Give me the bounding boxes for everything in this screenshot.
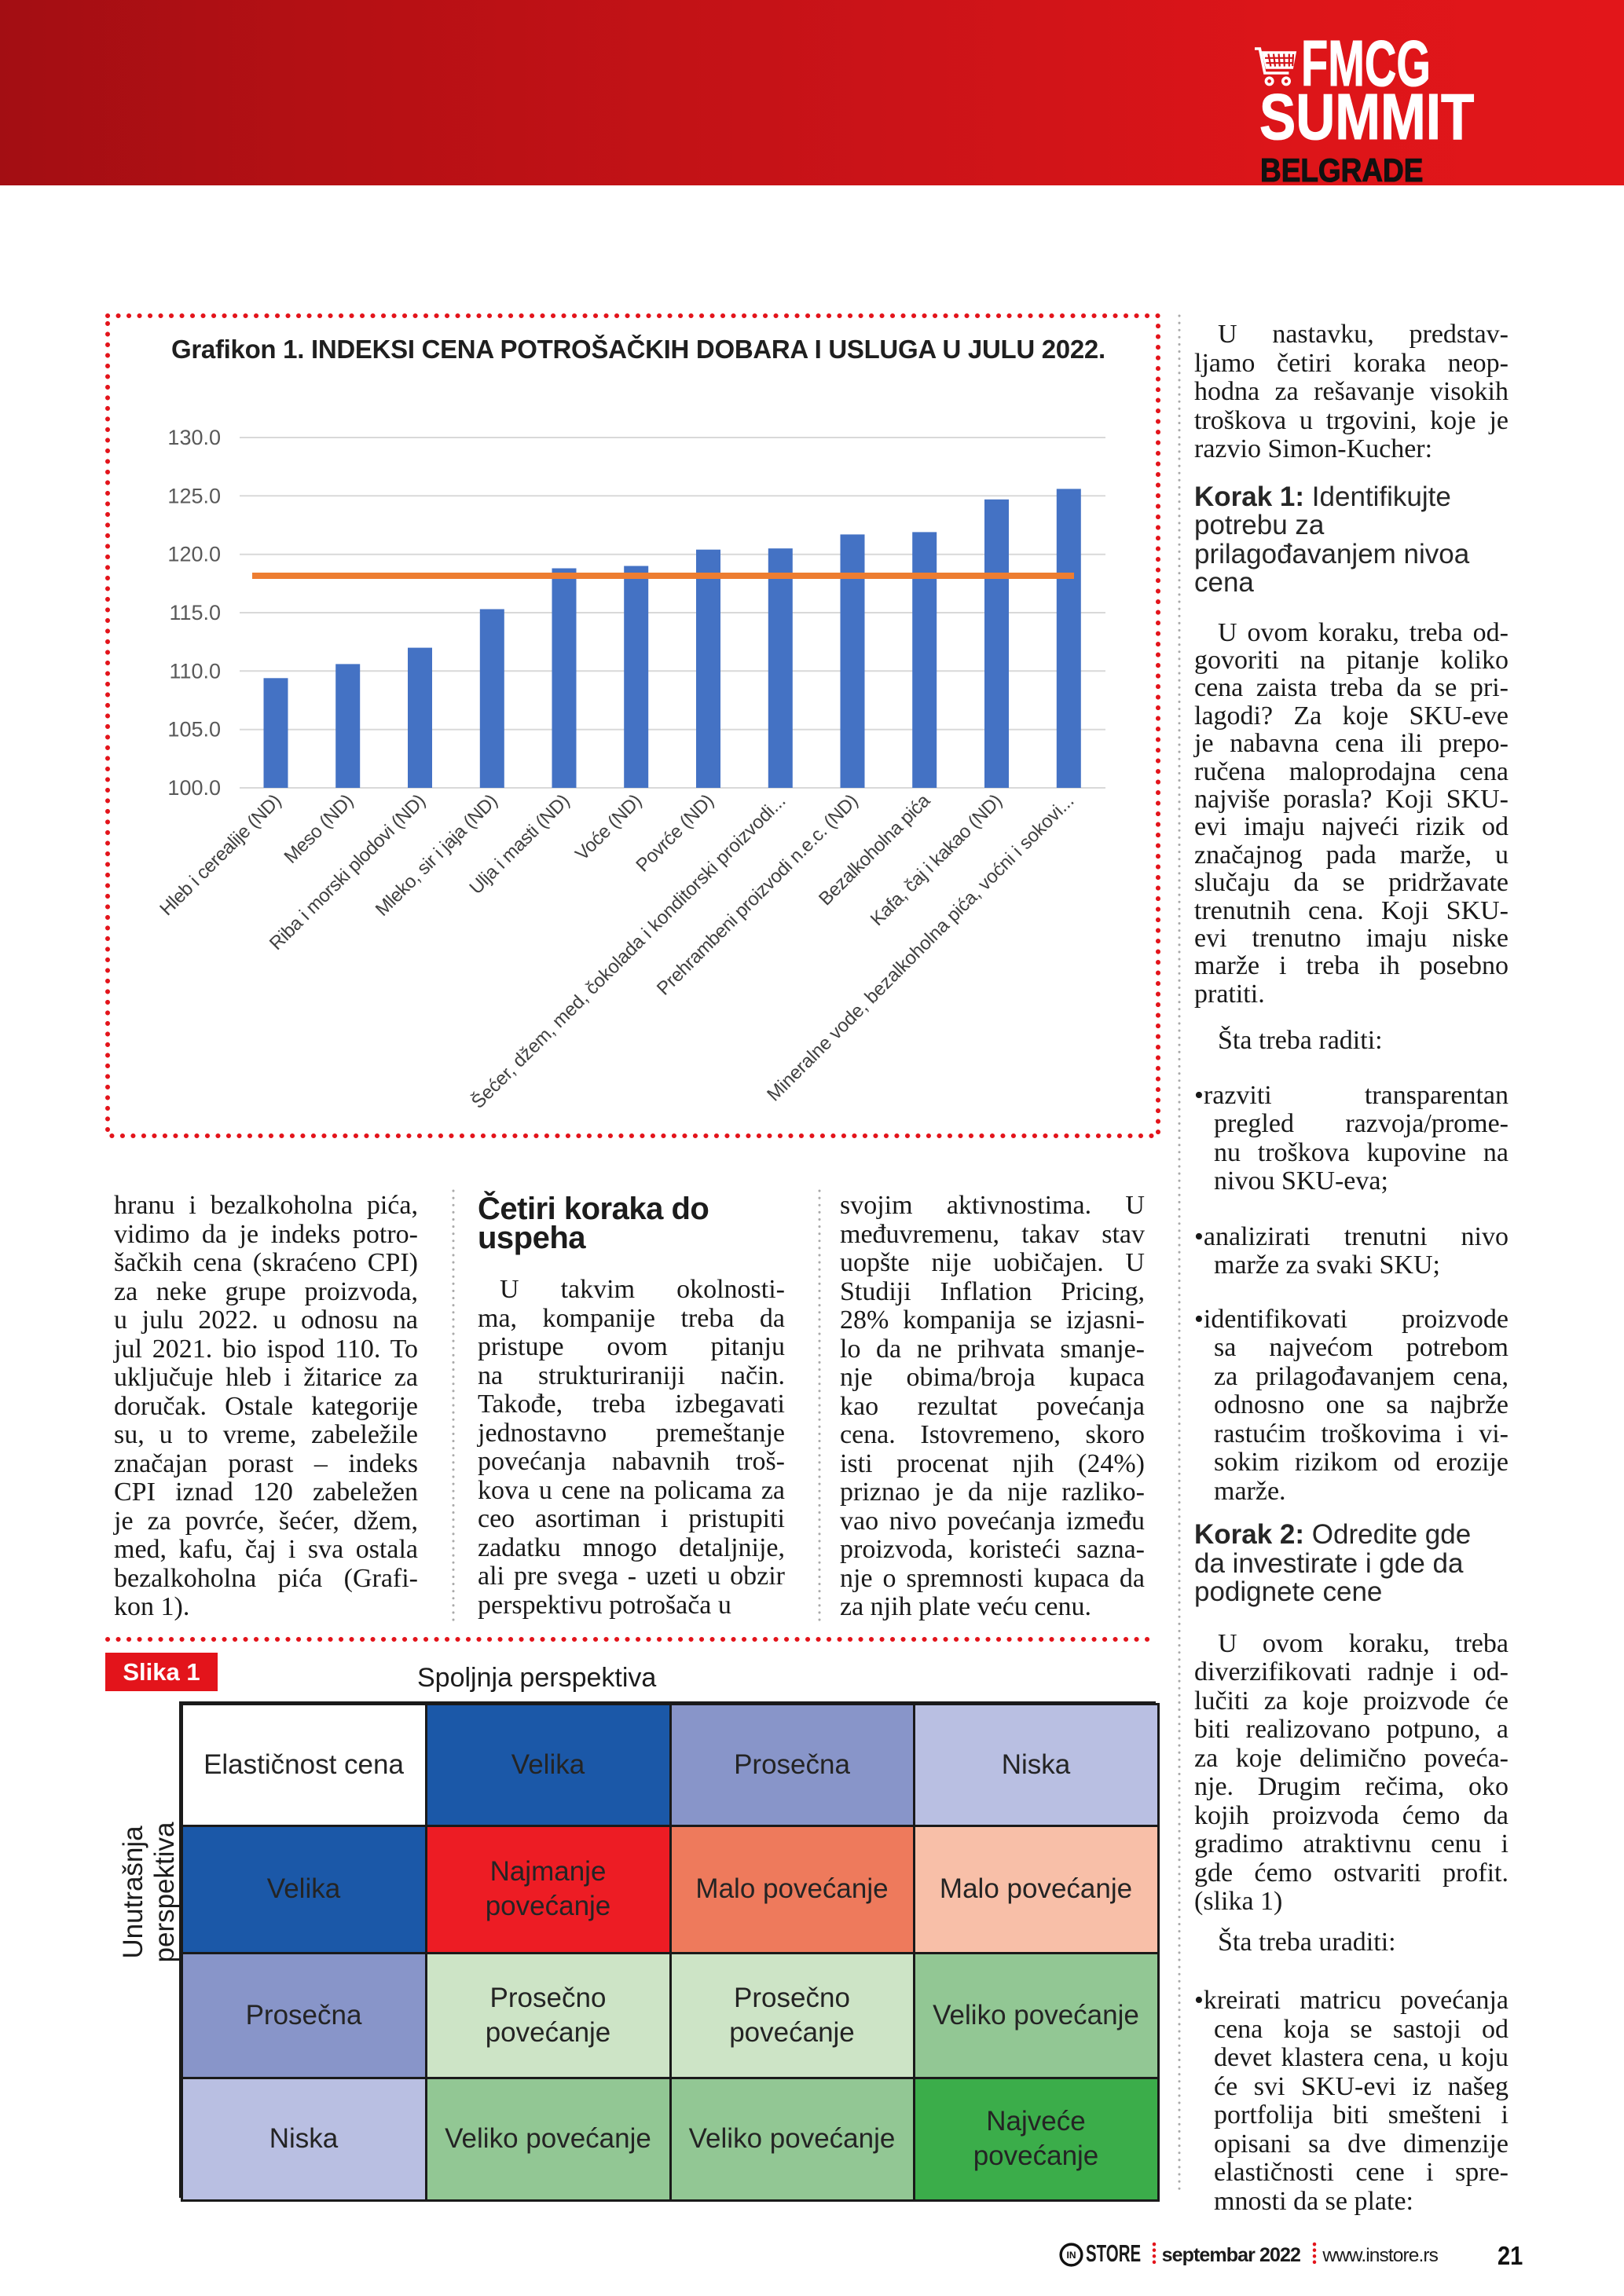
svg-text:130.0: 130.0 (167, 426, 221, 449)
svg-text:Grafikon 1. INDEKSI CENA POTRO: Grafikon 1. INDEKSI CENA POTROŠAČKIH DOB… (171, 334, 1105, 364)
svg-text:IN: IN (1066, 2250, 1076, 2261)
svg-text:120.0: 120.0 (167, 543, 221, 566)
svg-text:115.0: 115.0 (169, 601, 221, 624)
svg-text:110.0: 110.0 (169, 659, 221, 683)
svg-text:100.0: 100.0 (167, 776, 221, 800)
svg-text:105.0: 105.0 (167, 718, 221, 742)
svg-text:125.0: 125.0 (167, 484, 221, 507)
